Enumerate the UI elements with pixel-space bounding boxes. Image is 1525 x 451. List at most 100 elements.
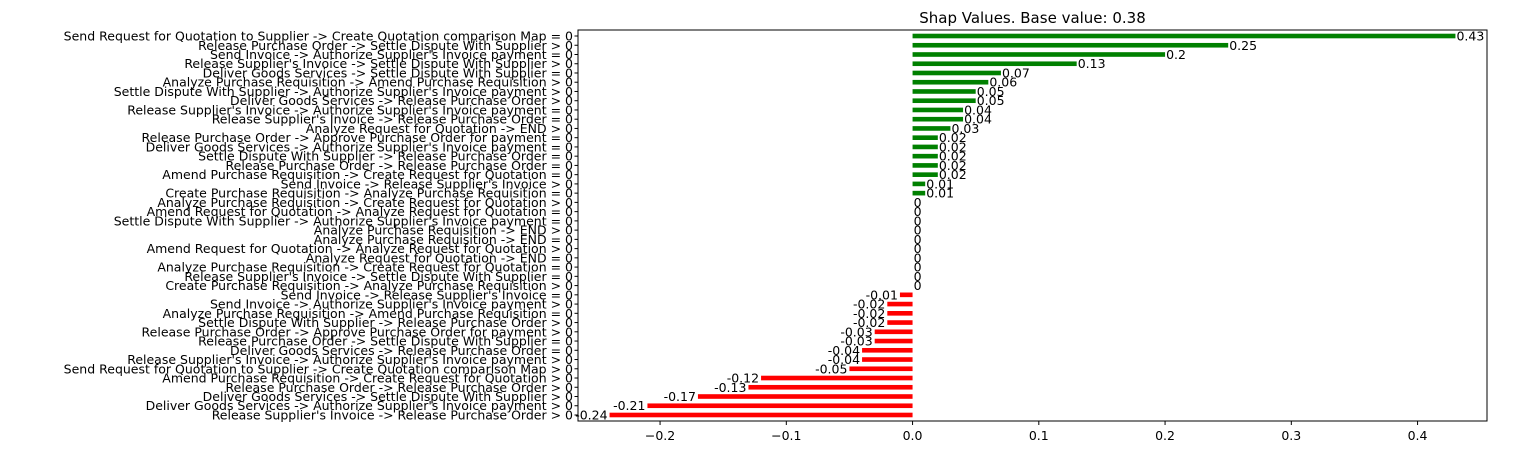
data-label: -0.05 — [815, 361, 847, 376]
data-label: -0.04 — [828, 352, 860, 367]
x-tick-label: 0.4 — [1408, 428, 1428, 443]
bar — [912, 116, 964, 122]
data-label: 0.25 — [1229, 38, 1257, 53]
data-label: 0.02 — [939, 167, 967, 182]
bar — [862, 357, 913, 362]
y-tick-label: Deliver Goods Services -> Release Purcha… — [230, 93, 573, 108]
chart-title: Shap Values. Base value: 0.38 — [919, 9, 1146, 27]
y-tick-label: Analyze Purchase Requisition -> END = 0 — [314, 232, 573, 247]
bar — [647, 403, 913, 409]
y-tick-label: Release Supplier's Invoice -> Release Pu… — [212, 407, 573, 422]
data-labels: 0.430.250.20.130.070.060.050.050.040.040… — [575, 29, 1484, 423]
data-label: 0.07 — [1002, 65, 1030, 80]
x-tick-label: 0.2 — [1155, 428, 1175, 443]
data-label: 0.02 — [939, 149, 967, 164]
bar — [761, 375, 913, 381]
y-tick-labels: Send Request for Quotation to Supplier -… — [64, 29, 578, 422]
bar — [912, 153, 938, 159]
data-label: 0.02 — [939, 130, 967, 145]
data-label: 0.01 — [926, 186, 954, 201]
y-tick-label: Deliver Goods Services -> Settle Dispute… — [203, 389, 573, 404]
data-label: -0.02 — [853, 297, 885, 312]
data-label: -0.13 — [714, 380, 746, 395]
data-label: 0.02 — [939, 139, 967, 154]
bar — [899, 292, 913, 298]
y-tick-label: Send Invoice -> Release Supplier's Invoi… — [281, 176, 573, 191]
y-tick-label: Release Purchase Order -> Settle Dispute… — [198, 38, 573, 53]
data-label: 0 — [914, 232, 922, 247]
data-label: 0.06 — [989, 75, 1017, 90]
y-tick-label: Send Invoice -> Release Supplier's Invoi… — [281, 287, 573, 302]
bar — [912, 33, 1456, 39]
bar — [912, 98, 976, 104]
bar — [912, 135, 938, 140]
bar — [912, 144, 938, 150]
bar — [849, 366, 913, 372]
x-tick-label: −0.1 — [771, 428, 801, 443]
data-label: 0.04 — [964, 102, 992, 117]
bar — [912, 181, 926, 187]
bar — [609, 412, 913, 418]
y-tick-label: Release Purchase Order -> Settle Dispute… — [198, 334, 573, 349]
bar — [874, 338, 913, 344]
bar — [912, 42, 1229, 48]
bar — [912, 61, 1077, 67]
bar — [912, 126, 951, 131]
y-tick-label: Release Supplier's Invoice -> Settle Dis… — [184, 56, 573, 71]
x-axis: −0.2 −0.1 0.0 0.1 0.2 0.3 0.4 — [645, 421, 1428, 443]
data-label: 0 — [914, 213, 922, 228]
x-tick-label: −0.2 — [645, 428, 675, 443]
y-tick-label: Release Purchase Order -> Release Purcha… — [226, 380, 573, 395]
bar — [912, 107, 964, 113]
data-label: 0.02 — [939, 158, 967, 173]
y-tick-label: Analyze Request for Quotation -> END = 0 — [306, 250, 573, 265]
y-tick-label: Release Purchase Order -> Approve Purcha… — [142, 130, 573, 145]
data-label: -0.02 — [853, 306, 885, 321]
y-tick-label: Release Supplier's Invoice -> Settle Dis… — [184, 269, 573, 284]
y-tick-label: Send Request for Quotation to Supplier -… — [64, 361, 573, 376]
y-tick-label: Deliver Goods Services -> Authorize Supp… — [146, 139, 573, 154]
y-tick-label: Amend Purchase Requisition -> Create Req… — [162, 371, 573, 386]
data-label: 0 — [914, 269, 922, 284]
y-tick-label: Release Supplier's Invoice -> Release Pu… — [212, 112, 573, 127]
y-tick-label: Settle Dispute With Supplier -> Release … — [198, 149, 573, 164]
data-label: 0 — [914, 278, 922, 293]
y-tick-label: Send Invoice -> Authorize Supplier's Inv… — [210, 47, 573, 62]
data-label: -0.12 — [727, 371, 759, 386]
data-label: -0.03 — [840, 334, 872, 349]
data-label: -0.03 — [840, 324, 872, 339]
y-tick-label: Analyze Purchase Requisition -> Amend Pu… — [163, 75, 573, 90]
y-tick-label: Settle Dispute With Supplier -> Authoriz… — [114, 213, 573, 228]
plot-frame — [577, 29, 1488, 422]
bar — [912, 172, 938, 177]
data-label: 0.43 — [1456, 29, 1484, 44]
y-tick-label: Analyze Request for Quotation -> END > 0 — [306, 121, 573, 136]
y-tick-label: Release Supplier's Invoice -> Authorize … — [127, 102, 573, 117]
y-tick-label: Deliver Goods Services -> Authorize Supp… — [146, 398, 573, 413]
y-tick-label: Analyze Purchase Requisition -> Create R… — [157, 195, 573, 210]
x-tick-label: 0.0 — [903, 428, 923, 443]
y-tick-label: Settle Dispute With Supplier -> Release … — [198, 315, 573, 330]
data-label: 0 — [914, 260, 922, 275]
y-tick-label: Create Purchase Requisition -> Analyze P… — [165, 278, 573, 293]
y-tick-label: Release Supplier's Invoice -> Authorize … — [127, 352, 573, 367]
data-label: 0 — [914, 241, 922, 256]
bar — [887, 311, 913, 316]
x-tick-label: 0.1 — [1029, 428, 1049, 443]
y-tick-label: Send Request for Quotation to Supplier -… — [64, 29, 573, 44]
bar — [912, 163, 938, 168]
y-tick-label: Deliver Goods Services -> Release Purcha… — [230, 343, 573, 358]
y-tick-label: Release Purchase Order -> Approve Purcha… — [142, 324, 573, 339]
bar — [862, 347, 913, 353]
bar — [887, 320, 913, 325]
bar — [887, 301, 913, 307]
data-label: 0.2 — [1166, 47, 1186, 62]
data-label: 0 — [914, 195, 922, 210]
bar — [912, 52, 1166, 57]
data-label: 0 — [914, 250, 922, 265]
data-label: -0.17 — [664, 389, 696, 404]
data-label: 0 — [914, 204, 922, 219]
x-tick-label: 0.3 — [1281, 428, 1301, 443]
data-label: 0.04 — [964, 112, 992, 127]
data-label: 0.05 — [977, 93, 1005, 108]
